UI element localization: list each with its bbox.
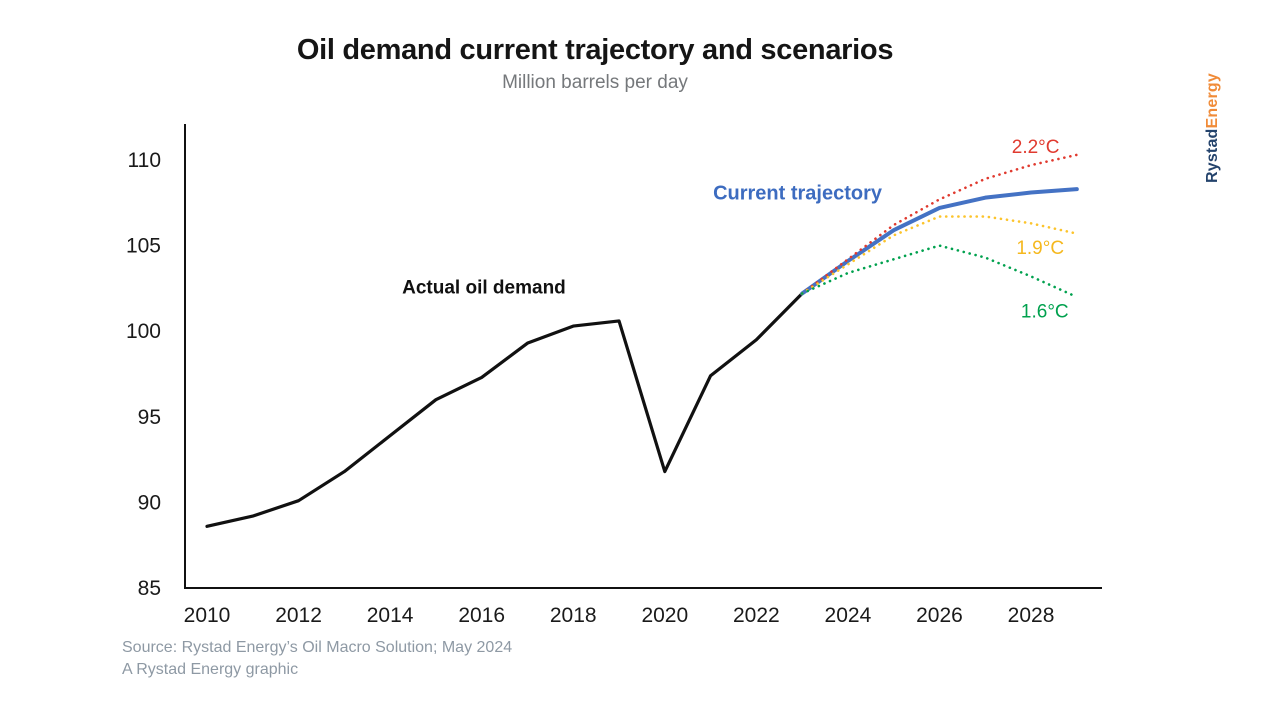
y-tick-label: 110 — [128, 149, 161, 172]
annotation-actual-oil-demand: Actual oil demand — [402, 278, 566, 299]
x-tick-label: 2010 — [184, 604, 231, 627]
source-note: Source: Rystad Energy’s Oil Macro Soluti… — [122, 637, 822, 681]
series-actual-oil-demand — [205, 291, 804, 528]
x-tick-label: 2022 — [733, 604, 780, 627]
x-tick-label: 2016 — [458, 604, 505, 627]
series-current-trajectory — [800, 187, 1079, 296]
y-tick-label: 100 — [126, 320, 161, 343]
series-1-9-c — [800, 215, 1079, 295]
series-1-6-c — [800, 244, 1079, 299]
x-tick-label: 2020 — [641, 604, 688, 627]
chart-subtitle: Million barrels per day — [502, 72, 688, 93]
y-tick-label: 90 — [138, 491, 161, 514]
x-tick-label: 2026 — [916, 604, 963, 627]
x-tick-label: 2012 — [275, 604, 322, 627]
annotation-1-9-c: 1.9°C — [1016, 238, 1064, 259]
series-2-2-c — [800, 153, 1079, 295]
y-tick-label: 105 — [126, 235, 161, 258]
source-line-1: Source: Rystad Energy’s Oil Macro Soluti… — [122, 639, 513, 656]
x-tick-label: 2024 — [825, 604, 872, 627]
y-tick-label: 95 — [138, 406, 161, 429]
x-tick-label: 2018 — [550, 604, 597, 627]
chart-title: Oil demand current trajectory and scenar… — [296, 34, 894, 66]
annotation-1-6-c: 1.6°C — [1021, 302, 1069, 323]
annotation-2-2-c: 2.2°C — [1012, 137, 1060, 158]
x-tick-label: 2014 — [367, 604, 414, 627]
annotation-current-trajectory: Current trajectory — [713, 182, 883, 204]
x-tick-label: 2028 — [1008, 604, 1055, 627]
y-tick-label: 85 — [138, 577, 161, 600]
source-line-2: A Rystad Energy graphic — [122, 661, 299, 678]
